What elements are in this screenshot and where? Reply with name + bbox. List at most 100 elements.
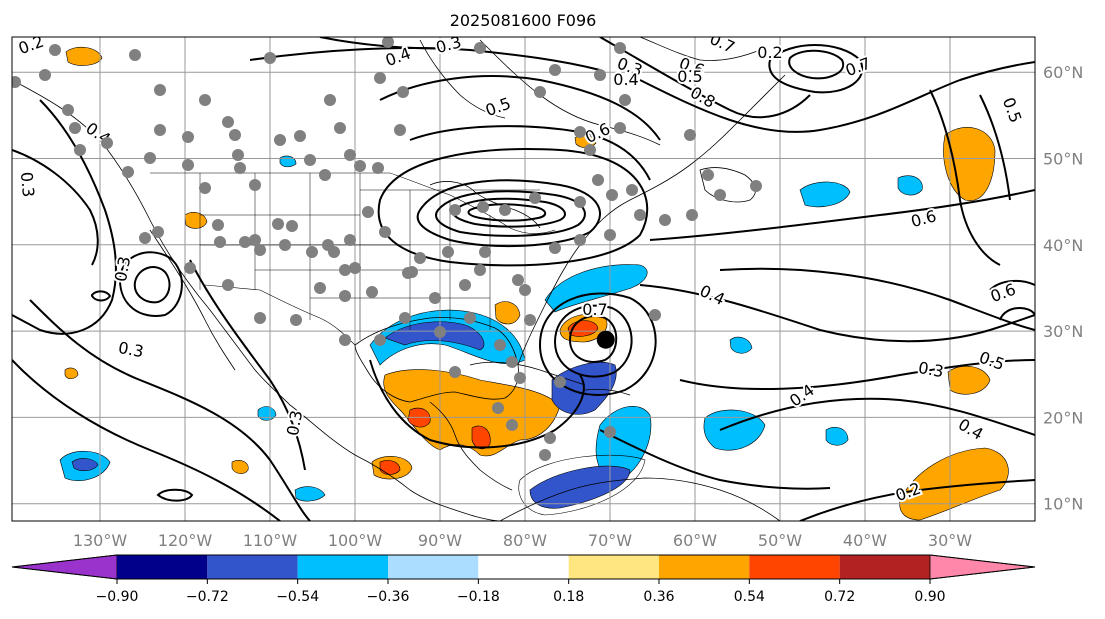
station-dot — [399, 312, 411, 324]
station-dot — [614, 122, 626, 134]
coastline-east-us — [517, 74, 786, 366]
station-dot — [544, 432, 556, 444]
colorbar-tick-label: 0.90 — [914, 589, 945, 605]
colorbar-segment — [478, 555, 569, 579]
longitude-tick-label: 120°W — [158, 531, 213, 550]
colorbar-tick-label: −0.18 — [457, 589, 500, 605]
station-dot — [702, 169, 714, 181]
station-dot — [39, 69, 51, 81]
shade-small-blue-4 — [825, 427, 849, 446]
station-dot — [574, 234, 586, 246]
station-dot — [534, 86, 546, 98]
coastline-cuba — [469, 361, 586, 386]
latitude-tick-label: 10°N — [1043, 495, 1083, 514]
station-dot — [614, 42, 626, 54]
contour-caribbean-loop — [369, 359, 585, 449]
map-panel: 0.2 0.30.40.50.60.70.80.30.4 0.50.60.70.20… — [11, 36, 1036, 522]
contour-0.7-canada — [409, 125, 651, 181]
contour-low-ne-ring-2 — [435, 190, 586, 237]
shade-nw-orange — [65, 46, 103, 66]
colorbar: −0.90 −0.72 −0.54 −0.36 −0.18 0.18 0.36 0.54 0.7… — [11, 554, 1036, 605]
station-dot — [402, 267, 414, 279]
shade-se-orange — [899, 447, 1009, 521]
contour-pacific-high — [118, 251, 183, 317]
colorbar-segment — [568, 555, 659, 579]
station-dot — [212, 219, 224, 231]
station-dot — [339, 264, 351, 276]
contour-atl-north-1 — [639, 61, 1035, 133]
station-dot — [604, 426, 616, 438]
contour-ne-atl-3 — [989, 279, 1035, 291]
contour-0.2-pacific — [12, 359, 281, 521]
station-dot — [686, 209, 698, 221]
station-dot — [12, 76, 21, 88]
station-dot — [619, 94, 631, 106]
contour-0.4-canada — [249, 47, 601, 71]
coastline-gulf — [354, 317, 519, 403]
contour-0.5-east — [719, 267, 1035, 331]
shade-ne-orange — [943, 127, 996, 201]
station-dot — [449, 366, 461, 378]
shade-pacific-red — [379, 460, 401, 475]
station-dot — [349, 262, 361, 274]
contour-atl-north-2 — [599, 37, 811, 119]
shade-small-blue-3 — [729, 336, 753, 354]
colorbar-min-extension — [11, 554, 118, 580]
longitude-tick-label: 40°W — [843, 531, 887, 550]
station-dot — [594, 69, 606, 81]
shade-east-blue — [799, 181, 851, 208]
longitude-tick-label: 110°W — [243, 531, 298, 550]
station-dot — [374, 72, 386, 84]
station-dot — [101, 137, 113, 149]
colorbar-segment — [117, 555, 208, 579]
station-dot — [649, 309, 661, 321]
shade-central-atl-blue — [703, 409, 766, 451]
colorbar-tick-label: 0.72 — [824, 589, 855, 605]
station-dot — [554, 376, 566, 388]
station-dot — [214, 236, 226, 248]
colorbar-tick-label: −0.54 — [276, 589, 319, 605]
longitude-tick-label: 50°W — [758, 531, 802, 550]
contour-0.4-south — [719, 397, 1035, 436]
contour-storm-ring-1 — [568, 315, 618, 363]
station-dot — [222, 279, 234, 291]
coastline-yucatan — [429, 401, 513, 491]
colorbar-segment — [207, 555, 298, 579]
contours — [12, 37, 1035, 521]
latitude-tick-label: 20°N — [1043, 408, 1083, 427]
latitude-labels: 60°N 50°N 40°N 30°N 20°N 10°N — [1043, 63, 1083, 514]
contour-low-ne-ring-1 — [416, 179, 601, 248]
station-dots — [12, 37, 762, 461]
station-dot — [474, 42, 486, 54]
station-dot — [574, 126, 586, 138]
station-dot — [394, 124, 406, 136]
station-dot — [69, 122, 81, 134]
colorbar-segment — [749, 555, 840, 579]
contour-0.3-east — [679, 359, 1035, 391]
station-dot — [539, 449, 551, 461]
contour-0.3-pacific — [29, 299, 311, 521]
station-dot — [414, 252, 426, 264]
longitude-tick-label: 130°W — [73, 531, 128, 550]
coastline-hispaniola — [584, 388, 631, 396]
contour-storm-ring-3 — [538, 292, 657, 396]
station-dot — [512, 274, 524, 286]
latitude-tick-label: 30°N — [1043, 322, 1083, 341]
station-dot — [382, 37, 394, 48]
colorbar-segment — [388, 555, 479, 579]
station-dot — [272, 218, 284, 230]
station-dot — [354, 160, 366, 172]
shade-small-orange-2 — [494, 301, 521, 325]
station-dot — [372, 162, 384, 174]
station-dot — [199, 94, 211, 106]
station-dot — [314, 282, 326, 294]
station-dot — [464, 312, 476, 324]
colorbar-tick-label: −0.90 — [96, 589, 139, 605]
shade-small-orange-1 — [231, 460, 249, 474]
station-dot — [362, 206, 374, 218]
station-dot — [229, 129, 241, 141]
station-dot — [254, 244, 266, 256]
station-dot — [574, 196, 586, 208]
station-dot — [366, 286, 378, 298]
contour-0.4-westcoast — [12, 99, 117, 335]
